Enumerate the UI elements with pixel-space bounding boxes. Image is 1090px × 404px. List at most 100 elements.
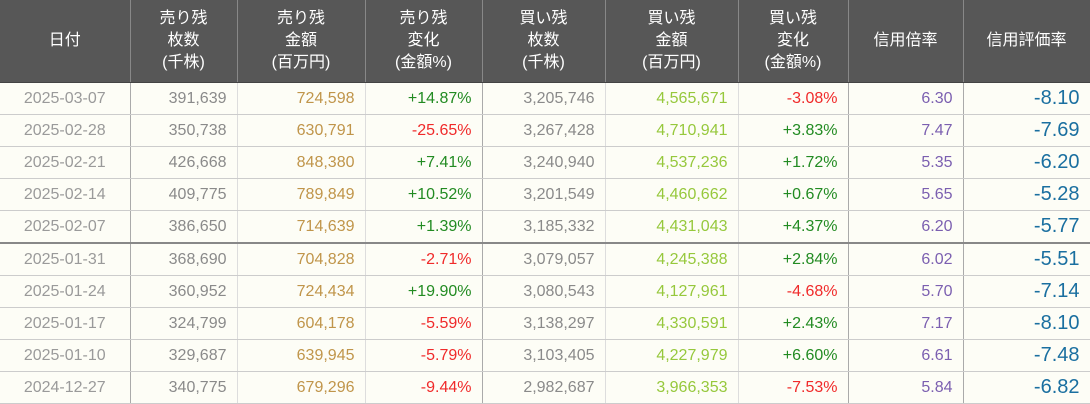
header-sell-change: 売り残変化 (金額%)	[365, 0, 483, 83]
table-row: 2025-01-10 329,687 639,945 -5.79% 3,103,405 4…	[0, 339, 1090, 372]
cell-buy-shares: 3,138,297	[482, 307, 606, 340]
cell-sell-amount: 679,296	[237, 371, 366, 404]
cell-sell-amount: 604,178	[237, 307, 366, 340]
cell-sell-amount: 639,945	[237, 339, 366, 372]
header-label: (金額%)	[395, 54, 452, 71]
cell-buy-amount: 4,227,979	[605, 339, 739, 372]
cell-date: 2025-01-31	[0, 243, 131, 276]
header-label: (百万円)	[642, 54, 701, 71]
header-label: (千株)	[522, 54, 565, 71]
cell-sell-change: -2.71%	[365, 243, 483, 276]
cell-valuation-rate: -7.14	[963, 275, 1090, 308]
cell-buy-change: +6.60%	[738, 339, 849, 372]
cell-buy-change: +4.37%	[738, 210, 849, 244]
cell-buy-change: -7.53%	[738, 371, 849, 404]
cell-buy-change: +1.72%	[738, 146, 849, 179]
cell-buy-shares: 3,103,405	[482, 339, 606, 372]
header-label: (百万円)	[271, 54, 331, 71]
cell-buy-shares: 3,205,746	[482, 82, 606, 115]
header-label: (金額%)	[764, 54, 822, 71]
cell-valuation-rate: -7.48	[963, 339, 1090, 372]
cell-buy-change: -4.68%	[738, 275, 849, 308]
cell-date: 2024-12-27	[0, 371, 131, 404]
table-row: 2025-01-24 360,952 724,434 +19.90% 3,080,543…	[0, 275, 1090, 308]
cell-sell-change: -9.44%	[365, 371, 483, 404]
header-buy-shares: 買い残枚数 (千株)	[482, 0, 606, 83]
cell-sell-shares: 409,775	[130, 178, 238, 211]
cell-buy-change: +2.84%	[738, 243, 849, 276]
cell-valuation-rate: -7.69	[963, 114, 1090, 147]
cell-sell-change: +19.90%	[365, 275, 483, 308]
cell-buy-amount: 4,537,236	[605, 146, 739, 179]
cell-buy-amount: 4,460,662	[605, 178, 739, 211]
header-date: 日付	[0, 0, 131, 83]
header-buy-change: 買い残変化 (金額%)	[738, 0, 849, 83]
cell-sell-change: +7.41%	[365, 146, 483, 179]
cell-margin-ratio: 5.65	[848, 178, 964, 211]
cell-sell-shares: 368,690	[130, 243, 238, 276]
table-body: 2025-03-07 391,639 724,598 +14.87% 3,205,746…	[0, 82, 1090, 404]
cell-valuation-rate: -5.51	[963, 243, 1090, 276]
cell-buy-shares: 3,079,057	[482, 243, 606, 276]
cell-date: 2025-02-14	[0, 178, 131, 211]
cell-date: 2025-03-07	[0, 82, 131, 115]
header-label: 買い残	[768, 10, 817, 27]
cell-valuation-rate: -8.10	[963, 307, 1090, 340]
cell-buy-amount: 4,431,043	[605, 210, 739, 244]
cell-sell-shares: 426,668	[130, 146, 238, 179]
header-label: 信用評価率	[986, 32, 1067, 49]
header-label: 変化	[407, 32, 440, 49]
cell-buy-change: +3.83%	[738, 114, 849, 147]
cell-buy-amount: 4,330,591	[605, 307, 739, 340]
cell-sell-shares: 340,775	[130, 371, 238, 404]
cell-buy-amount: 4,127,961	[605, 275, 739, 308]
cell-sell-amount: 630,791	[237, 114, 366, 147]
header-label: (千株)	[162, 54, 205, 71]
cell-sell-change: +1.39%	[365, 210, 483, 244]
cell-buy-shares: 3,185,332	[482, 210, 606, 244]
cell-margin-ratio: 6.61	[848, 339, 964, 372]
cell-margin-ratio: 6.30	[848, 82, 964, 115]
cell-date: 2025-01-17	[0, 307, 131, 340]
header-label: 売り残	[399, 10, 448, 27]
cell-margin-ratio: 5.70	[848, 275, 964, 308]
cell-sell-change: -5.79%	[365, 339, 483, 372]
table-row: 2025-01-17 324,799 604,178 -5.59% 3,138,297 4…	[0, 307, 1090, 340]
cell-sell-change: -5.59%	[365, 307, 483, 340]
cell-margin-ratio: 6.02	[848, 243, 964, 276]
table-row: 2025-02-21 426,668 848,380 +7.41% 3,240,940 4…	[0, 146, 1090, 179]
cell-sell-shares: 391,639	[130, 82, 238, 115]
cell-valuation-rate: -6.82	[963, 371, 1090, 404]
cell-buy-shares: 3,267,428	[482, 114, 606, 147]
cell-date: 2025-02-07	[0, 210, 131, 244]
cell-valuation-rate: -5.28	[963, 178, 1090, 211]
cell-buy-amount: 4,710,941	[605, 114, 739, 147]
cell-buy-amount: 4,565,671	[605, 82, 739, 115]
header-label: 売り残	[276, 10, 325, 27]
table-row: 2024-12-27 340,775 679,296 -9.44% 2,982,687 3…	[0, 371, 1090, 404]
table-header-row: 日付 売り残 枚数 (千株) 売り残 金額 (百万円) 売り残 変化 (金額%) 買い残 枚数 (千株)…	[0, 0, 1090, 83]
header-label: 変化	[776, 32, 809, 49]
cell-valuation-rate: -6.20	[963, 146, 1090, 179]
cell-buy-amount: 3,966,353	[605, 371, 739, 404]
cell-sell-change: -25.65%	[365, 114, 483, 147]
cell-sell-amount: 724,598	[237, 82, 366, 115]
cell-sell-change: +10.52%	[365, 178, 483, 211]
header-label: 金額	[284, 32, 317, 49]
cell-valuation-rate: -8.10	[963, 82, 1090, 115]
table-row: 2025-03-07 391,639 724,598 +14.87% 3,205,746…	[0, 82, 1090, 115]
header-label: 日付	[48, 32, 81, 49]
cell-margin-ratio: 7.47	[848, 114, 964, 147]
header-label: 枚数	[527, 32, 560, 49]
header-sell-amount: 売り残金額 (百万円)	[237, 0, 366, 83]
header-label: 買い残	[519, 10, 568, 27]
cell-sell-shares: 360,952	[130, 275, 238, 308]
header-label: 信用倍率	[873, 32, 938, 49]
cell-date: 2025-01-10	[0, 339, 131, 372]
cell-date: 2025-02-28	[0, 114, 131, 147]
cell-sell-amount: 848,380	[237, 146, 366, 179]
cell-sell-amount: 704,828	[237, 243, 366, 276]
cell-sell-amount: 789,849	[237, 178, 366, 211]
cell-sell-shares: 386,650	[130, 210, 238, 244]
